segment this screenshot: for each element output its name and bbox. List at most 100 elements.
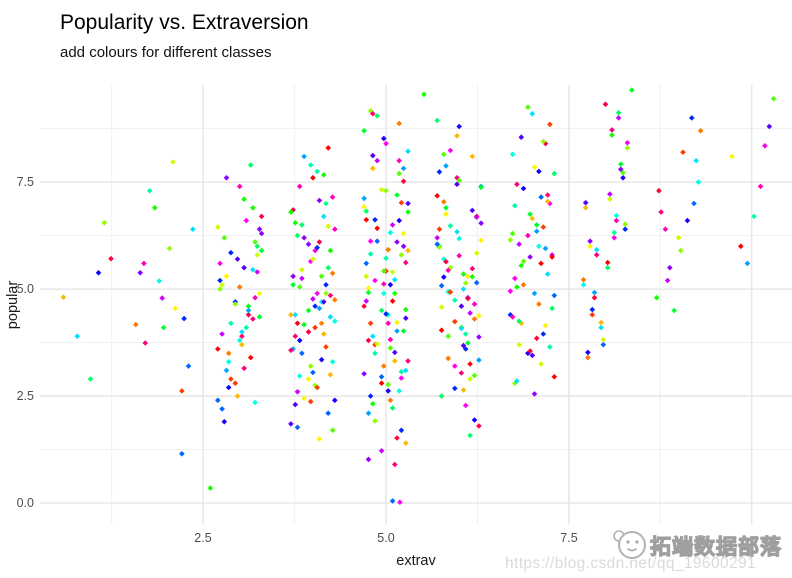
data-point xyxy=(454,181,460,188)
data-point xyxy=(310,175,316,181)
data-point xyxy=(469,265,476,272)
data-point xyxy=(314,384,320,391)
data-point xyxy=(405,247,411,254)
data-point xyxy=(438,327,445,333)
y-tick-label: 5.0 xyxy=(16,282,34,296)
data-point xyxy=(305,307,312,314)
data-point xyxy=(443,205,449,211)
data-point xyxy=(296,373,303,379)
data-point xyxy=(458,370,465,376)
data-point xyxy=(441,151,447,158)
data-point xyxy=(671,307,677,314)
data-point xyxy=(327,247,334,254)
data-point xyxy=(392,349,398,356)
data-point xyxy=(396,170,402,177)
data-point xyxy=(152,205,158,211)
data-point xyxy=(323,344,329,350)
data-point xyxy=(598,319,604,326)
data-point xyxy=(372,277,378,284)
data-point xyxy=(613,217,620,224)
data-point xyxy=(533,335,540,342)
data-point xyxy=(236,284,243,290)
data-point xyxy=(456,123,462,130)
data-point xyxy=(476,357,482,363)
data-point xyxy=(436,244,443,250)
data-point xyxy=(516,318,522,324)
data-point xyxy=(600,341,607,348)
data-point xyxy=(383,311,389,317)
data-point xyxy=(469,153,476,160)
data-point xyxy=(549,305,555,312)
data-point xyxy=(525,232,531,239)
data-point xyxy=(544,271,551,277)
data-point xyxy=(312,382,318,389)
data-point xyxy=(471,301,478,307)
data-point xyxy=(509,230,516,237)
data-point xyxy=(405,358,411,364)
data-point xyxy=(389,405,396,411)
data-point xyxy=(591,294,598,301)
data-point xyxy=(405,148,411,155)
data-point xyxy=(438,393,445,399)
data-point xyxy=(292,312,299,318)
data-point xyxy=(460,342,467,349)
data-point xyxy=(473,250,480,256)
data-point xyxy=(299,275,305,282)
data-point xyxy=(365,410,372,416)
data-point xyxy=(363,208,370,214)
data-point xyxy=(436,169,443,175)
data-point xyxy=(467,432,473,439)
data-point xyxy=(247,162,254,168)
data-point xyxy=(447,147,454,154)
data-point xyxy=(321,213,327,220)
data-point xyxy=(389,498,396,504)
data-point xyxy=(582,205,589,211)
data-point xyxy=(400,328,407,334)
data-point xyxy=(312,324,318,331)
data-point xyxy=(452,363,458,369)
data-point xyxy=(445,355,451,362)
data-point xyxy=(547,121,553,128)
data-point xyxy=(361,303,367,309)
data-point xyxy=(250,205,256,211)
data-point xyxy=(381,363,387,369)
data-point xyxy=(443,211,449,217)
data-point xyxy=(684,217,691,224)
data-point xyxy=(219,331,225,337)
data-point xyxy=(256,314,263,320)
data-point xyxy=(223,367,230,374)
data-point xyxy=(241,264,247,271)
data-point xyxy=(221,235,228,241)
x-tick-label: 2.5 xyxy=(194,531,212,545)
data-point xyxy=(385,388,391,394)
data-point xyxy=(529,110,536,117)
data-point xyxy=(611,235,617,241)
data-point xyxy=(374,238,380,244)
data-point xyxy=(622,226,628,232)
data-point xyxy=(547,344,553,350)
data-point xyxy=(363,298,370,304)
data-point xyxy=(443,258,449,265)
data-point xyxy=(305,329,312,335)
data-point xyxy=(394,435,400,441)
data-point xyxy=(452,318,458,325)
data-point xyxy=(587,238,593,244)
data-point xyxy=(363,260,370,267)
data-point xyxy=(394,192,400,198)
data-point xyxy=(299,222,305,228)
data-point xyxy=(615,115,622,121)
data-point xyxy=(620,175,626,181)
data-point xyxy=(531,164,538,170)
data-point xyxy=(241,365,247,372)
data-point xyxy=(363,217,370,223)
data-point xyxy=(329,270,336,277)
data-point xyxy=(400,165,407,172)
data-point xyxy=(536,243,542,250)
data-point xyxy=(396,388,402,394)
data-point xyxy=(394,319,400,326)
data-point xyxy=(365,456,372,463)
data-point xyxy=(239,329,245,335)
data-point xyxy=(675,235,682,241)
data-point xyxy=(465,295,471,302)
data-point xyxy=(512,202,518,209)
